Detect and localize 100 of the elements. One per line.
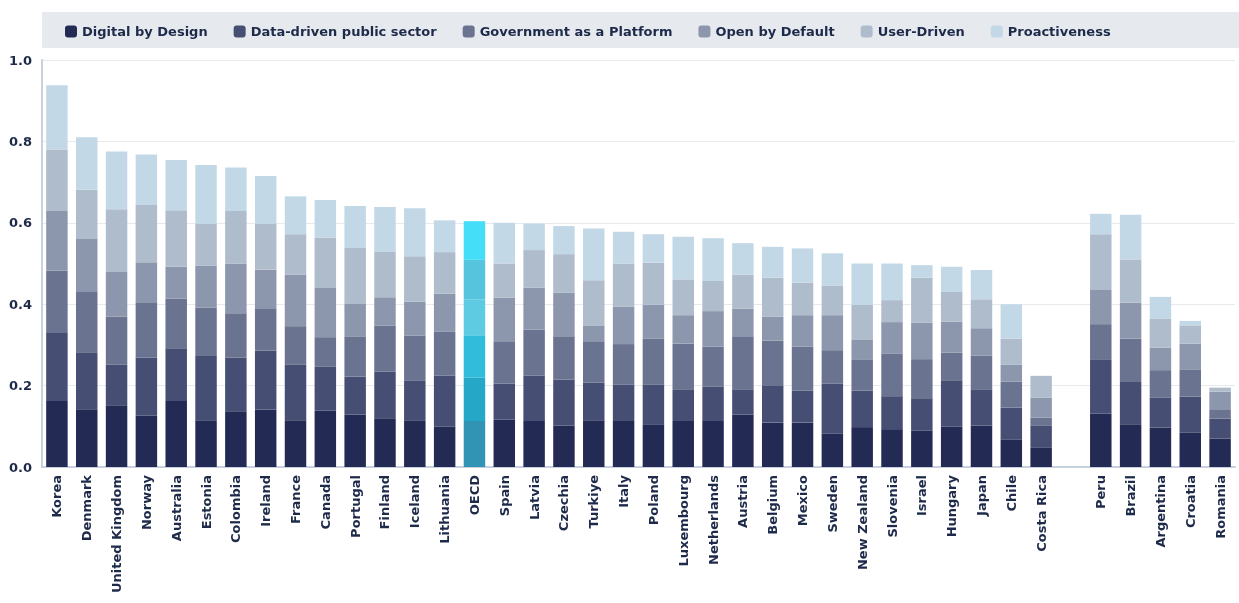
bar [761, 277, 784, 317]
bar [1090, 413, 1112, 467]
bar [1149, 427, 1172, 467]
bar [1179, 369, 1201, 397]
bar [165, 298, 187, 349]
bar [1030, 397, 1052, 418]
bar [1149, 318, 1172, 348]
bar [463, 377, 486, 422]
bar [791, 248, 814, 283]
bar [46, 211, 68, 271]
x-tick-label: Denmark [79, 474, 95, 542]
bar [940, 426, 963, 467]
x-tick-label: France [288, 474, 304, 525]
bar [284, 420, 307, 467]
x-tick-label: Costa Rica [1033, 475, 1049, 552]
bar [1179, 432, 1201, 467]
x-tick-label: Romania [1212, 475, 1228, 539]
bar [493, 419, 516, 467]
bar [284, 196, 307, 235]
bar [970, 299, 993, 329]
bar [881, 396, 903, 430]
bar [761, 386, 784, 423]
bar [433, 252, 456, 294]
bar [791, 390, 814, 423]
bar [404, 256, 426, 302]
legend-label: Data-driven public sector [250, 24, 438, 39]
bar [1030, 425, 1052, 448]
bar [851, 340, 873, 360]
bar [732, 308, 754, 337]
bar [195, 307, 217, 356]
bar [374, 252, 396, 298]
bar [1209, 410, 1231, 419]
bar [911, 322, 933, 360]
x-tick-label: Ireland [258, 475, 274, 527]
bar [1090, 359, 1112, 414]
bar [1209, 418, 1231, 439]
bar [76, 239, 98, 292]
x-tick-label: Israel [914, 475, 930, 517]
bar [553, 379, 575, 426]
bar [463, 335, 486, 378]
bar [344, 206, 366, 249]
bar [881, 429, 903, 467]
bar [732, 389, 754, 415]
bar [1000, 304, 1023, 339]
bar [284, 364, 307, 421]
bar [46, 85, 68, 150]
x-tick-label: Netherlands [705, 474, 721, 565]
bar [76, 409, 98, 467]
bar [970, 355, 993, 390]
bar [254, 409, 277, 467]
bar [374, 371, 396, 419]
bar [46, 401, 68, 467]
x-tick-label: Argentina [1152, 475, 1168, 548]
bar [523, 375, 545, 422]
bar [583, 341, 605, 383]
bar [970, 270, 993, 300]
bar [1179, 343, 1201, 370]
legend-label: Government as a Platform [479, 24, 673, 39]
bar [761, 422, 784, 467]
bar [225, 411, 247, 467]
bar [851, 263, 873, 306]
bar [761, 316, 784, 341]
bar [642, 384, 665, 425]
bar [821, 315, 844, 351]
bar [1030, 375, 1052, 398]
bar [732, 243, 754, 275]
bar [284, 326, 307, 365]
x-tick-label: Peru [1093, 475, 1109, 510]
bar [1179, 325, 1201, 344]
bar [76, 137, 98, 190]
bar [940, 266, 963, 292]
bar [940, 352, 963, 381]
bar [940, 380, 963, 427]
bar [821, 433, 844, 467]
bar [612, 306, 635, 345]
bar [612, 384, 635, 422]
x-tick-label: Croatia [1182, 475, 1198, 529]
bar [1030, 447, 1052, 467]
bar [254, 175, 277, 225]
bar [135, 357, 158, 416]
bar [374, 297, 396, 326]
bar [314, 237, 337, 288]
bar [642, 424, 665, 467]
x-tick-label: Estonia [198, 475, 214, 530]
bar [791, 282, 814, 316]
bar [553, 292, 575, 337]
bar [672, 315, 694, 344]
bar [553, 425, 575, 467]
bar [254, 224, 277, 270]
legend-label: Proactiveness [1007, 24, 1111, 39]
bar [612, 421, 635, 467]
bar [821, 253, 844, 286]
x-tick-label: Spain [496, 475, 512, 517]
bar [254, 269, 277, 309]
bar [165, 160, 187, 211]
bar [881, 300, 903, 323]
bar [523, 329, 545, 376]
x-tick-label: Norway [138, 474, 154, 531]
bar [1209, 438, 1231, 467]
bar [911, 359, 933, 399]
